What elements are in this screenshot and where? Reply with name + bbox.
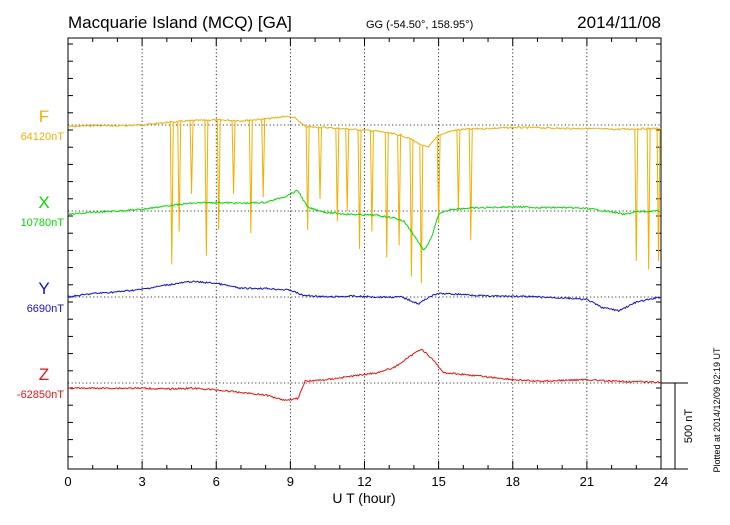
series-spike-f (189, 120, 194, 194)
series-spike-f (384, 132, 389, 258)
series-name-y: Y (38, 279, 49, 298)
coordinates-label: GG (-54.50°, 158.95°) (366, 19, 473, 31)
date-label: 2014/11/08 (577, 13, 661, 32)
series-spike-f (436, 135, 441, 224)
series-name-f: F (39, 107, 49, 126)
x-tick-label: 9 (287, 474, 294, 489)
station-title: Macquarie Island (MCQ) [GA] (68, 13, 292, 32)
series-spike-f (369, 130, 374, 232)
series-spike-f (419, 145, 424, 284)
series-spike-f (248, 120, 253, 234)
x-tick-label: 18 (506, 474, 520, 489)
x-tick-label: 0 (64, 474, 71, 489)
series-spike-f (177, 121, 182, 232)
series-baseline-z: -62850nT (17, 389, 64, 401)
series-baseline-f: 64120nT (21, 131, 65, 143)
x-tick-label: 6 (213, 474, 220, 489)
series-spike-f (261, 119, 266, 198)
series-spike-f (468, 129, 473, 241)
series-spike-f (409, 139, 414, 277)
x-tick-label: 15 (431, 474, 445, 489)
plotted-at-note: Plotted at 2014/12/09 02:19 UT (712, 347, 722, 473)
series-line-f (67, 115, 662, 149)
series-line-y (67, 280, 662, 312)
x-tick-label: 12 (357, 474, 371, 489)
x-tick-label: 24 (654, 474, 668, 489)
series-spike-f (656, 128, 661, 261)
series-line-x (67, 189, 662, 251)
scale-bar: 500 nT (661, 382, 695, 470)
series-spike-f (456, 129, 461, 212)
series-name-x: X (38, 193, 49, 212)
axis-ticks: 0 3 6 9 12 15 18 21 24 (64, 38, 668, 489)
series-labels: F 64120nT X 10780nT Y 6690nT Z -62850nT (17, 107, 64, 401)
series-name-z: Z (39, 365, 49, 384)
x-tick-label: 3 (139, 474, 146, 489)
series-spike-f (646, 128, 651, 270)
scale-bar-label: 500 nT (683, 409, 695, 444)
series-spike-f (216, 119, 221, 230)
series-spike-f (357, 129, 362, 249)
series-group (67, 115, 662, 402)
series-spike-f (204, 120, 209, 256)
series-baseline-y: 6690nT (27, 303, 65, 315)
series-spike-f (169, 122, 174, 265)
series-spike-f (335, 128, 340, 222)
x-tick-label: 21 (580, 474, 594, 489)
series-spike-f (397, 134, 402, 246)
baseline-grid (68, 124, 661, 384)
x-axis-label: U T (hour) (332, 490, 395, 506)
series-spike-f (318, 127, 323, 199)
series-spike-f (345, 128, 350, 212)
series-line-z (67, 348, 662, 402)
series-spike-f (231, 120, 236, 194)
series-spike-f (634, 128, 639, 261)
series-baseline-x: 10780nT (21, 217, 65, 229)
series-spike-f (305, 126, 310, 230)
